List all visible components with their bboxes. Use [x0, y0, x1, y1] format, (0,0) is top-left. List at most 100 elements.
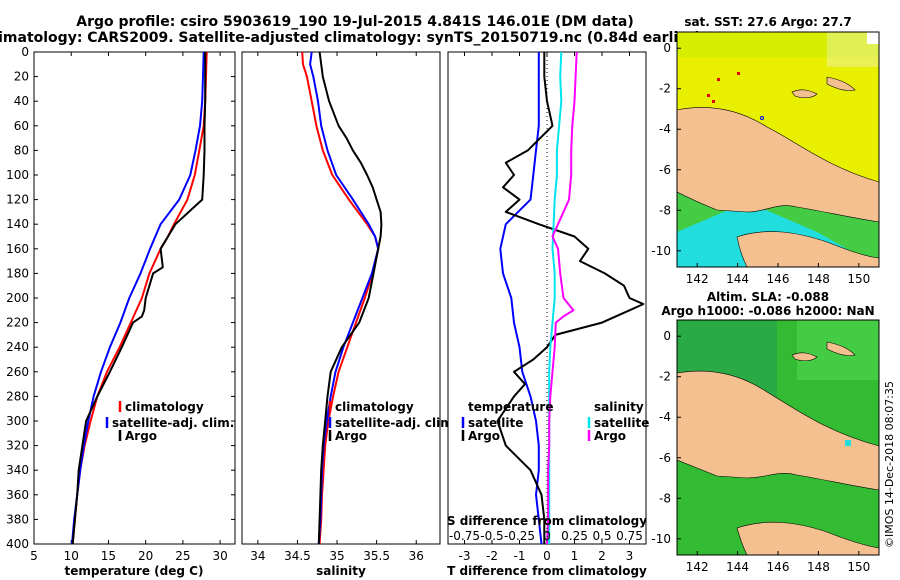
map-y-tick-label: -8 — [659, 203, 671, 217]
map-x-tick-label: 142 — [686, 272, 709, 286]
x-tick-label: -1 — [514, 549, 526, 563]
x-tick-label: 35.5 — [363, 549, 390, 563]
argo-position-marker — [760, 116, 764, 120]
depth-tick-label: 120 — [6, 193, 29, 207]
sla-map-title-line2: Argo h1000: -0.086 h2000: NaN — [661, 304, 874, 318]
series-line-salinity-argo — [546, 51, 578, 545]
new-guinea-land — [677, 370, 879, 491]
s-diff-tick-label: 0.75 — [616, 529, 643, 543]
depth-tick-label: 40 — [14, 94, 29, 108]
depth-tick-label: 320 — [6, 439, 29, 453]
legend-salinity-title: salinity — [594, 400, 644, 414]
legend-t-satellite-label: satellite — [468, 416, 523, 430]
x-tick-label: 2 — [598, 549, 606, 563]
legend-argo-label: Argo — [335, 429, 367, 443]
s-diff-tick-label: 0.5 — [592, 529, 611, 543]
x-tick-label: 3 — [626, 549, 634, 563]
map-y-tick-label: 0 — [663, 329, 671, 343]
series-line-temperature-argo — [496, 52, 645, 544]
salinity-panel: 34 34.5 35 35.5 36 salinity climatology sate… — [241, 51, 457, 578]
sla-map-canvas — [677, 320, 879, 555]
s-diff-tick-label: -0.25 — [504, 529, 535, 543]
legend-satellite-label: satellite-adj. clim. — [335, 416, 457, 430]
x-tick-label: 10 — [64, 549, 79, 563]
depth-tick-label: 160 — [6, 242, 29, 256]
map-x-tick-label: 150 — [847, 272, 870, 286]
salinity-legend: climatology satellite-adj. clim. Argo — [328, 400, 457, 443]
sla-map-axes: 142 144 146 148 150 0 -2 -4 -6 -8 -10 — [651, 329, 870, 574]
legend-temperature-title: temperature — [468, 400, 553, 414]
difference-legend: temperature satellite Argo salinity sate… — [461, 400, 649, 443]
island-land — [791, 89, 818, 99]
x-tick-label: 25 — [175, 549, 190, 563]
temperature-panel: 0204060801001201401601802002202402602803… — [6, 45, 646, 578]
legend-s-argo-label: Argo — [594, 429, 626, 443]
island-land — [791, 352, 818, 362]
depth-tick-label: 80 — [14, 143, 29, 157]
x-tick-label: 34 — [250, 549, 265, 563]
map-x-tick-label: 146 — [767, 272, 790, 286]
depth-tick-label: 200 — [6, 291, 29, 305]
legend-climatology-label: climatology — [335, 400, 414, 414]
sla-map: Altim. SLA: -0.088 Argo h1000: -0.086 h2… — [651, 290, 880, 574]
depth-tick-label: 400 — [6, 537, 29, 551]
depth-tick-label: 280 — [6, 389, 29, 403]
australia-land — [736, 231, 879, 267]
depth-tick-label: 360 — [6, 488, 29, 502]
depth-tick-label: 140 — [6, 217, 29, 231]
difference-axes — [447, 51, 647, 545]
map-x-tick-label: 148 — [807, 272, 830, 286]
x-tick-label: -2 — [486, 549, 498, 563]
map-y-tick-label: -4 — [659, 122, 671, 136]
sst-map-canvas — [677, 32, 879, 267]
figure-title-line2: Climatology: CARS2009. Satellite-adjuste… — [0, 30, 701, 46]
map-x-tick-label: 146 — [767, 560, 790, 574]
depth-tick-label: 300 — [6, 414, 29, 428]
map-y-tick-label: -10 — [651, 532, 671, 546]
map-y-tick-label: -2 — [659, 82, 671, 96]
x-tick-label: 15 — [101, 549, 116, 563]
salinity-difference-label: S difference from climatology — [447, 514, 647, 528]
sst-map-title: sat. SST: 27.6 Argo: 27.7 — [684, 15, 851, 29]
legend-satellite-label: satellite-adj. clim. — [112, 416, 234, 430]
x-tick-label: 20 — [138, 549, 153, 563]
s-diff-tick-label: -0.5 — [480, 529, 503, 543]
temperature-x-axis: 5 10 15 20 25 30 — [30, 52, 228, 563]
legend-s-satellite-label: satellite — [594, 416, 649, 430]
figure-title-line1: Argo profile: csiro 5903619_190 19-Jul-2… — [76, 14, 634, 30]
map-y-tick-label: -2 — [659, 370, 671, 384]
legend-climatology-label: climatology — [125, 400, 204, 414]
difference-xlabel: T difference from climatology — [447, 564, 647, 578]
x-tick-label: 1 — [571, 549, 579, 563]
s-diff-tick-label: 0 — [543, 529, 551, 543]
map-y-tick-label: -4 — [659, 410, 671, 424]
map-x-tick-label: 142 — [686, 560, 709, 574]
sst-map-axes: 142 144 146 148 150 0 -2 -4 -6 -8 -10 — [651, 41, 870, 286]
s-diff-tick-label: -0.75 — [449, 529, 480, 543]
sst-map: sat. SST: 27.6 Argo: 27.7 142 144 146 148 15… — [651, 15, 880, 286]
map-x-tick-label: 148 — [807, 560, 830, 574]
map-y-tick-label: -6 — [659, 451, 671, 465]
salinity-axes — [241, 51, 441, 545]
difference-panel: -3 -2 -1 0 1 2 3 T difference from climatology… — [447, 51, 649, 578]
temperature-legend: climatology satellite-adj. clim. Argo — [105, 400, 234, 443]
new-guinea-land — [677, 107, 879, 223]
australia-land — [736, 521, 879, 555]
island-land — [826, 76, 856, 91]
map-y-tick-label: 0 — [663, 41, 671, 55]
series-line-argo — [71, 52, 207, 545]
x-tick-label: 0 — [543, 549, 551, 563]
depth-tick-label: 260 — [6, 365, 29, 379]
s-diff-tick-label: 0.25 — [561, 529, 588, 543]
map-x-tick-label: 150 — [847, 560, 870, 574]
sla-map-title-line1: Altim. SLA: -0.088 — [707, 290, 829, 304]
x-tick-label: 30 — [212, 549, 227, 563]
salinity-x-axis: 34 34.5 35 35.5 36 — [250, 52, 424, 563]
map-x-tick-label: 144 — [726, 560, 749, 574]
map-y-tick-label: -6 — [659, 163, 671, 177]
depth-tick-label: 100 — [6, 168, 29, 182]
depth-tick-label: 60 — [14, 119, 29, 133]
series-line-temperature-satellite — [499, 52, 543, 545]
map-x-tick-label: 144 — [726, 272, 749, 286]
